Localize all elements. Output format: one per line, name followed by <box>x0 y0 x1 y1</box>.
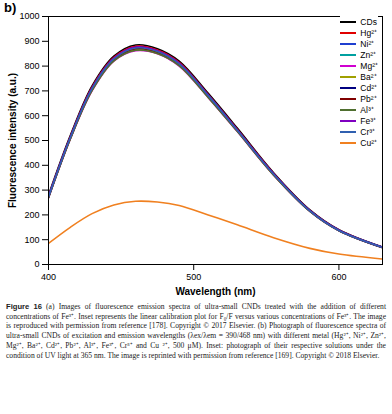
html-text:CDs: CDs <box>360 16 377 27</box>
html-text:Pb²⁺: Pb²⁺ <box>360 94 377 104</box>
svg-text:Fluorescence intensity (a.u.): Fluorescence intensity (a.u.) <box>7 73 18 208</box>
svg-text:400: 400 <box>24 160 39 170</box>
html-text:Cd²⁺: Cd²⁺ <box>360 83 378 93</box>
html-text:Fe³⁺: Fe³⁺ <box>360 116 377 126</box>
html-text:Ba²⁺: Ba²⁺ <box>360 72 377 82</box>
html-text:Cu²⁺: Cu²⁺ <box>360 138 378 148</box>
svg-text:600: 600 <box>331 272 346 282</box>
svg-text:1000: 1000 <box>19 11 39 21</box>
svg-text:200: 200 <box>24 210 39 220</box>
html-text:Al³⁺: Al³⁺ <box>360 105 374 115</box>
svg-text:700: 700 <box>24 86 39 96</box>
html-text:Cr³⁺: Cr³⁺ <box>360 127 376 137</box>
svg-text:300: 300 <box>24 185 39 195</box>
svg-text:0: 0 <box>34 259 39 269</box>
html-text:Figure 16 (a) Images of fluore: Figure 16 (a) Images of fluorescence emi… <box>6 302 386 360</box>
html-text:b): b) <box>4 0 17 15</box>
svg-text:500: 500 <box>24 135 39 145</box>
html-text:Mg²⁺: Mg²⁺ <box>360 61 378 71</box>
html-text:Zn²⁺: Zn²⁺ <box>360 50 377 60</box>
svg-text:400: 400 <box>41 272 56 282</box>
svg-text:900: 900 <box>24 36 39 46</box>
svg-text:Wavelength (nm): Wavelength (nm) <box>175 286 255 297</box>
svg-text:100: 100 <box>24 235 39 245</box>
html-text:Ni²⁺: Ni²⁺ <box>360 39 375 49</box>
svg-text:500: 500 <box>186 272 201 282</box>
svg-text:800: 800 <box>24 61 39 71</box>
svg-text:600: 600 <box>24 111 39 121</box>
html-text:Hg²⁺: Hg²⁺ <box>360 28 378 38</box>
